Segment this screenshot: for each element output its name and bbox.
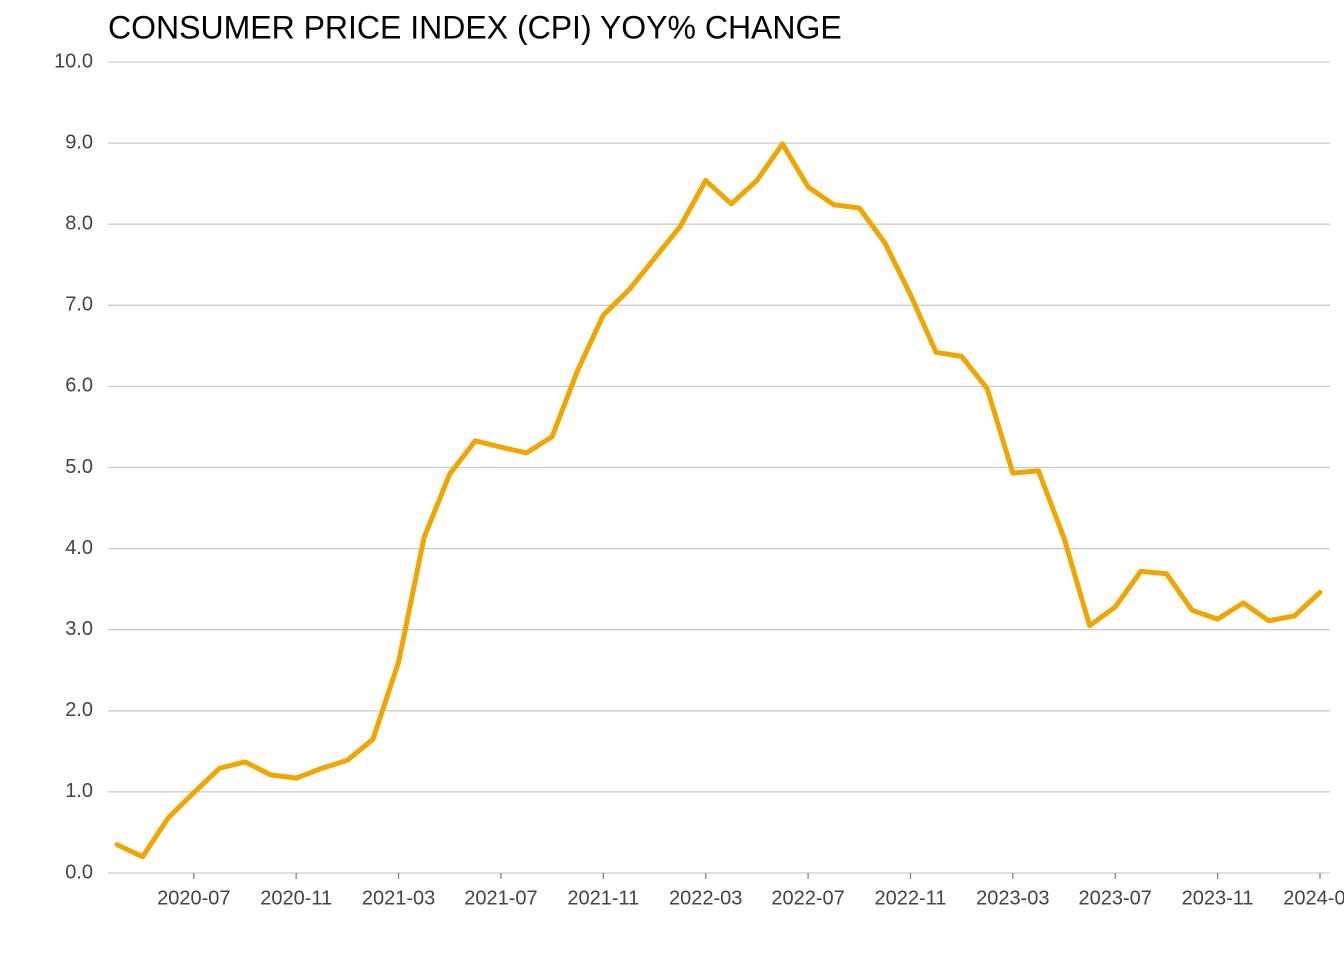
y-tick-label: 4.0 (65, 537, 93, 559)
y-tick-label: 1.0 (65, 780, 93, 802)
y-tick-label: 6.0 (65, 375, 93, 397)
x-tick-label: 2021-03 (362, 887, 435, 909)
y-tick-label: 7.0 (65, 294, 93, 316)
chart-title: CONSUMER PRICE INDEX (CPI) YOY% CHANGE (108, 9, 842, 45)
x-tick-label: 2022-07 (771, 887, 844, 909)
x-tick-label: 2020-11 (260, 887, 332, 909)
x-tick-label: 2024-03 (1283, 887, 1344, 909)
x-tick-label: 2021-07 (464, 887, 537, 909)
line (114, 141, 1323, 860)
y-tick-label: 5.0 (65, 456, 93, 478)
y-tick-label: 8.0 (65, 212, 93, 234)
x-tick-label: 2023-03 (976, 887, 1049, 909)
y-tick-label: 9.0 (65, 131, 93, 153)
y-tick-label: 3.0 (65, 618, 93, 640)
x-tick-label: 2022-11 (875, 887, 947, 909)
y-tick-label: 10.0 (54, 50, 93, 72)
x-tick-label: 2020-07 (157, 887, 230, 909)
y-tick-label: 2.0 (65, 699, 93, 721)
y-tick-label: 0.0 (65, 861, 93, 883)
x-tick-label: 2023-11 (1182, 887, 1254, 909)
x-tick-label: 2022-03 (669, 887, 742, 909)
x-tick-label: 2023-07 (1079, 887, 1152, 909)
x-tick-label: 2021-11 (567, 887, 639, 909)
